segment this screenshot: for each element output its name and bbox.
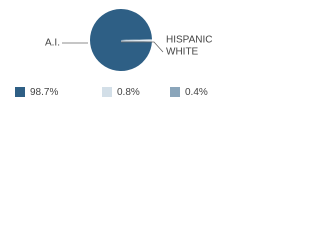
- legend-swatch: [15, 87, 25, 97]
- legend-label: 98.7%: [30, 87, 58, 98]
- legend-swatch: [102, 87, 112, 97]
- legend-label: 0.4%: [185, 87, 208, 98]
- label-leader: [121, 39, 164, 42]
- legend-swatch: [170, 87, 180, 97]
- legend-label: 0.8%: [117, 87, 140, 98]
- pie-slice: [90, 9, 152, 72]
- slice-label: A.I.: [45, 38, 60, 49]
- slice-label: WHITE: [166, 47, 199, 58]
- label-leader: [121, 41, 164, 53]
- pie-slice: [121, 39, 152, 40]
- slice-label: HISPANIC: [166, 35, 213, 46]
